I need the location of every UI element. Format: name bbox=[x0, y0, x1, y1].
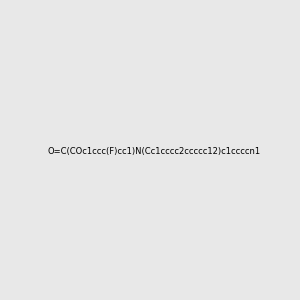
Text: O=C(COc1ccc(F)cc1)N(Cc1cccc2ccccc12)c1ccccn1: O=C(COc1ccc(F)cc1)N(Cc1cccc2ccccc12)c1cc… bbox=[47, 147, 260, 156]
